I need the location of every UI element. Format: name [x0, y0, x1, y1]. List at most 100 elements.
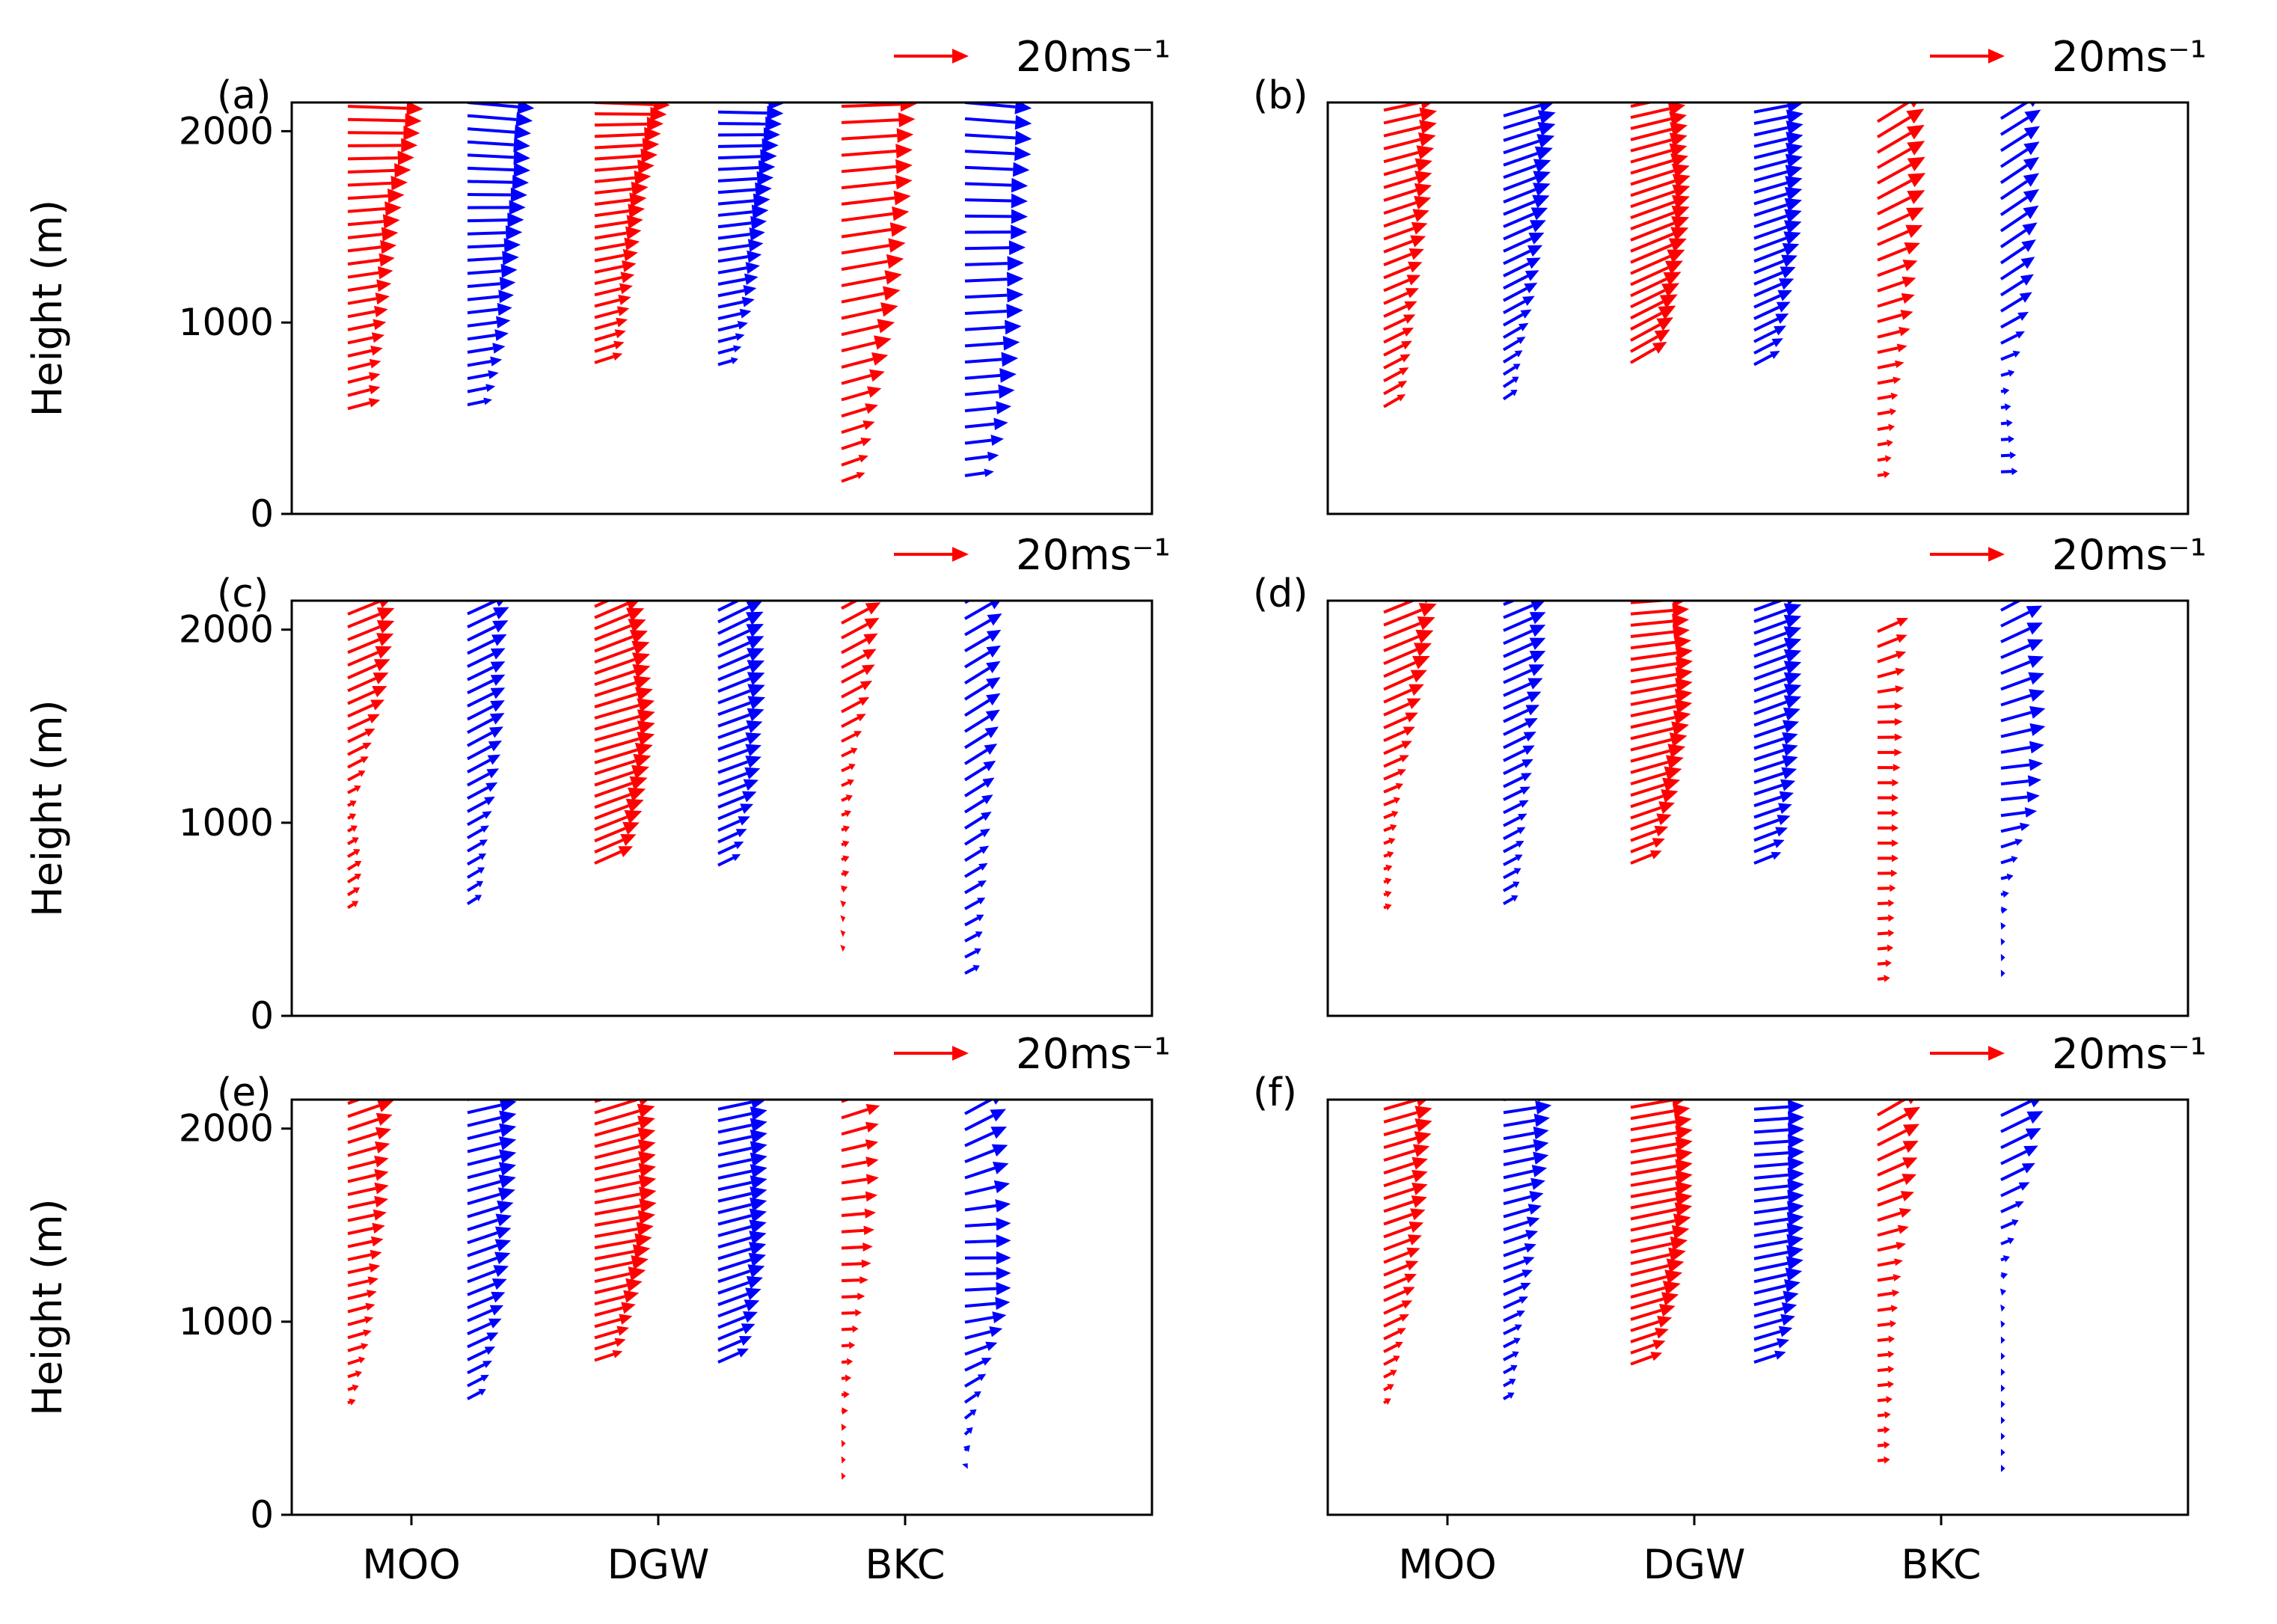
- y-tick-label: 2000: [179, 608, 274, 652]
- wind-arrow-blue-dgw: [1753, 720, 1799, 738]
- wind-arrow-red-moo: [347, 372, 381, 384]
- wind-arrow-blue-moo: [1503, 1324, 1522, 1335]
- wind-arrow-blue-moo: [467, 796, 495, 813]
- wind-arrow-red-bkc: [841, 1191, 878, 1202]
- panel-label: (f): [1253, 1070, 1297, 1115]
- wind-arrow-blue-bkc: [2000, 938, 2005, 946]
- wind-arrow-red-dgw: [594, 720, 655, 742]
- wind-arrow-red-moo: [1383, 1370, 1397, 1379]
- wind-arrow-red-moo: [347, 1343, 369, 1352]
- y-tick-label: 1000: [179, 1300, 274, 1343]
- wind-arrow-blue-moo: [1503, 841, 1524, 854]
- wind-arrow-blue-dgw: [717, 308, 752, 321]
- wind-arrow-blue-moo: [467, 1318, 502, 1335]
- wind-arrow-blue-moo: [467, 370, 499, 381]
- wind-arrow-blue-dgw: [1753, 744, 1798, 762]
- wind-arrow-blue-moo: [1503, 1337, 1521, 1349]
- wind-arrow-blue-moo: [1503, 759, 1533, 776]
- wind-arrow-red-dgw: [1630, 194, 1691, 220]
- wind-arrow-blue-moo: [467, 276, 516, 291]
- wind-arrow-blue-moo: [1502, 376, 1519, 388]
- wind-arrow-blue-dgw: [717, 1264, 765, 1284]
- wind-arrow-red-moo: [1383, 1169, 1428, 1188]
- axes-frame: [290, 101, 1153, 515]
- wind-arrow-blue-moo: [467, 238, 521, 253]
- wind-arrow-red-dgw: [594, 846, 634, 865]
- wind-arrow-red-bkc: [841, 809, 851, 818]
- wind-arrow-red-dgw: [1630, 721, 1689, 741]
- panel-b: (b) 20ms⁻¹: [1253, 33, 2207, 515]
- wind-arrow-red-bkc: [841, 1308, 862, 1317]
- wind-arrow-red-dgw: [1630, 305, 1676, 331]
- wind-arrow-blue-moo: [467, 648, 506, 668]
- wind-arrow-red-bkc: [841, 1242, 873, 1252]
- wind-arrow-red-moo: [1383, 755, 1409, 768]
- wind-arrow-blue-moo: [1503, 717, 1538, 736]
- wind-arrow-red-moo: [347, 1370, 362, 1379]
- wind-arrow-blue-moo: [1502, 389, 1518, 401]
- wind-arrow-red-moo: [1383, 741, 1412, 756]
- wind-arrow-blue-moo: [1502, 337, 1526, 352]
- wind-arrow-red-bkc: [841, 403, 878, 418]
- wind-arrow-blue-dgw: [717, 138, 779, 153]
- wind-arrow-blue-dgw: [717, 1175, 767, 1192]
- wind-arrow-red-bkc: [841, 144, 913, 159]
- wind-arrow-blue-moo: [467, 740, 503, 761]
- wind-arrow-blue-moo: [467, 1291, 506, 1310]
- wind-arrow-blue-moo: [1503, 159, 1551, 180]
- panel-c: 0 1000 2000 Height (m) (c) 20ms⁻¹: [24, 531, 1171, 1038]
- wind-arrow-blue-bkc: [2000, 856, 2018, 865]
- wind-arrow-red-bkc: [1876, 102, 1924, 123]
- wind-arrow-blue-dgw: [717, 215, 767, 230]
- wind-arrow-blue-bkc: [2001, 1400, 2005, 1409]
- wind-arrow-red-moo: [1383, 1260, 1419, 1277]
- wind-arrow-red-moo: [347, 1249, 382, 1261]
- wind-arrow-red-moo: [1383, 1182, 1428, 1201]
- wind-arrow-red-moo: [1383, 183, 1432, 202]
- wind-arrow-blue-dgw: [717, 1164, 767, 1180]
- wind-arrow-red-moo: [347, 1195, 389, 1210]
- wind-arrow-red-bkc: [1877, 1100, 1922, 1117]
- wind-arrow-blue-bkc: [2000, 622, 2043, 643]
- wind-arrow-blue-bkc: [964, 1358, 992, 1372]
- wind-arrow-red-dgw: [1630, 1225, 1690, 1243]
- wind-arrow-blue-bkc: [2000, 451, 2017, 459]
- wind-arrow-red-moo: [347, 1222, 385, 1236]
- y-tick-label: 0: [250, 1493, 274, 1536]
- wind-arrow-red-bkc: [1876, 108, 1925, 138]
- wind-arrow-blue-moo: [467, 1174, 516, 1192]
- wind-arrow-red-dgw: [1630, 1192, 1693, 1210]
- wind-arrow-red-moo: [1383, 1156, 1428, 1175]
- wind-arrow-red-bkc: [841, 102, 917, 112]
- wind-arrow-blue-moo: [467, 289, 515, 304]
- wind-arrow-blue-bkc: [2001, 1416, 2005, 1424]
- wind-arrow-red-bkc: [1877, 1124, 1920, 1147]
- wind-arrow-blue-dgw: [717, 684, 765, 705]
- wind-arrow-red-bkc: [841, 763, 856, 773]
- wind-arrow-blue-moo: [467, 1100, 517, 1115]
- wind-arrow-blue-dgw: [1753, 351, 1780, 367]
- wind-arrow-blue-bkc: [964, 272, 1024, 287]
- wind-arrow-blue-moo: [1503, 1269, 1533, 1284]
- wind-arrow-blue-bkc: [1999, 205, 2039, 233]
- wind-arrow-red-moo: [346, 837, 359, 845]
- wind-arrow-blue-bkc: [963, 777, 995, 797]
- wind-arrow-red-dgw: [1630, 1315, 1673, 1332]
- wind-arrow-blue-moo: [1503, 1151, 1549, 1166]
- wind-arrow-red-moo: [1383, 890, 1392, 898]
- wind-arrow-blue-dgw: [1753, 1234, 1804, 1249]
- wind-arrow-red-bkc: [841, 1293, 865, 1301]
- wind-arrow-blue-moo: [467, 1239, 512, 1257]
- wind-arrow-blue-moo: [467, 316, 511, 329]
- wind-arrow-red-bkc: [1877, 899, 1895, 907]
- wind-arrow-blue-moo: [1503, 1191, 1544, 1206]
- wind-arrow-blue-bkc: [2000, 890, 2009, 898]
- wind-arrow-red-dgw: [1630, 766, 1682, 785]
- wind-arrow-red-bkc: [1877, 975, 1890, 983]
- wind-arrow-blue-moo: [467, 1388, 486, 1400]
- wind-arrow-blue-dgw: [1753, 614, 1802, 635]
- wind-arrow-red-dgw: [1630, 227, 1689, 253]
- wind-arrow-blue-moo: [467, 162, 530, 178]
- wind-arrow-red-moo: [1383, 1106, 1432, 1124]
- wind-arrow-red-moo: [347, 201, 402, 216]
